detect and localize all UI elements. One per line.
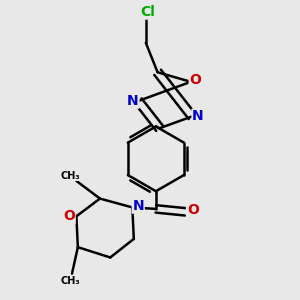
Text: Cl: Cl xyxy=(140,5,155,19)
Text: N: N xyxy=(132,199,144,213)
Text: CH₃: CH₃ xyxy=(61,276,80,286)
Text: O: O xyxy=(189,73,201,87)
Text: N: N xyxy=(192,110,204,123)
Text: O: O xyxy=(63,209,75,223)
Text: N: N xyxy=(127,94,139,108)
Text: O: O xyxy=(187,203,199,218)
Text: CH₃: CH₃ xyxy=(60,171,80,181)
